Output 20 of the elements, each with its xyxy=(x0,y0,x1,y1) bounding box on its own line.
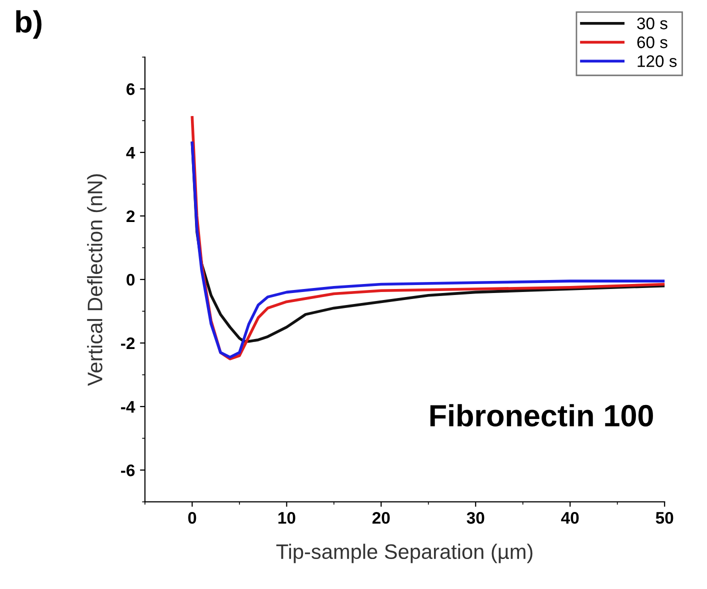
x-tick-label: 30 xyxy=(466,512,484,524)
x-tick-label: 0 xyxy=(188,512,196,524)
y-tick-label: -2 xyxy=(121,337,135,350)
y-tick-label: 6 xyxy=(126,83,135,96)
legend-label: 60 s xyxy=(637,36,668,48)
y-tick-label: 4 xyxy=(126,147,136,158)
legend-label: 30 s xyxy=(637,18,668,30)
y-axis-title: Vertical Deflection (nN) xyxy=(87,174,106,386)
x-tick-label: 50 xyxy=(656,512,674,524)
y-tick-label: -6 xyxy=(121,464,135,476)
y-tick-label: 2 xyxy=(126,210,135,222)
y-tick-label: -4 xyxy=(121,401,136,413)
x-axis-title: Tip-sample Separation (µm) xyxy=(276,544,532,564)
legend-label: 120 s xyxy=(638,55,677,68)
text: b) xyxy=(16,10,42,39)
y-tick-label: 0 xyxy=(126,274,135,286)
x-tick-label: 40 xyxy=(561,512,579,524)
annotation: Fibronectin 100 xyxy=(430,404,653,427)
x-tick-label: 10 xyxy=(278,512,296,524)
x-tick-label: 20 xyxy=(372,512,390,524)
